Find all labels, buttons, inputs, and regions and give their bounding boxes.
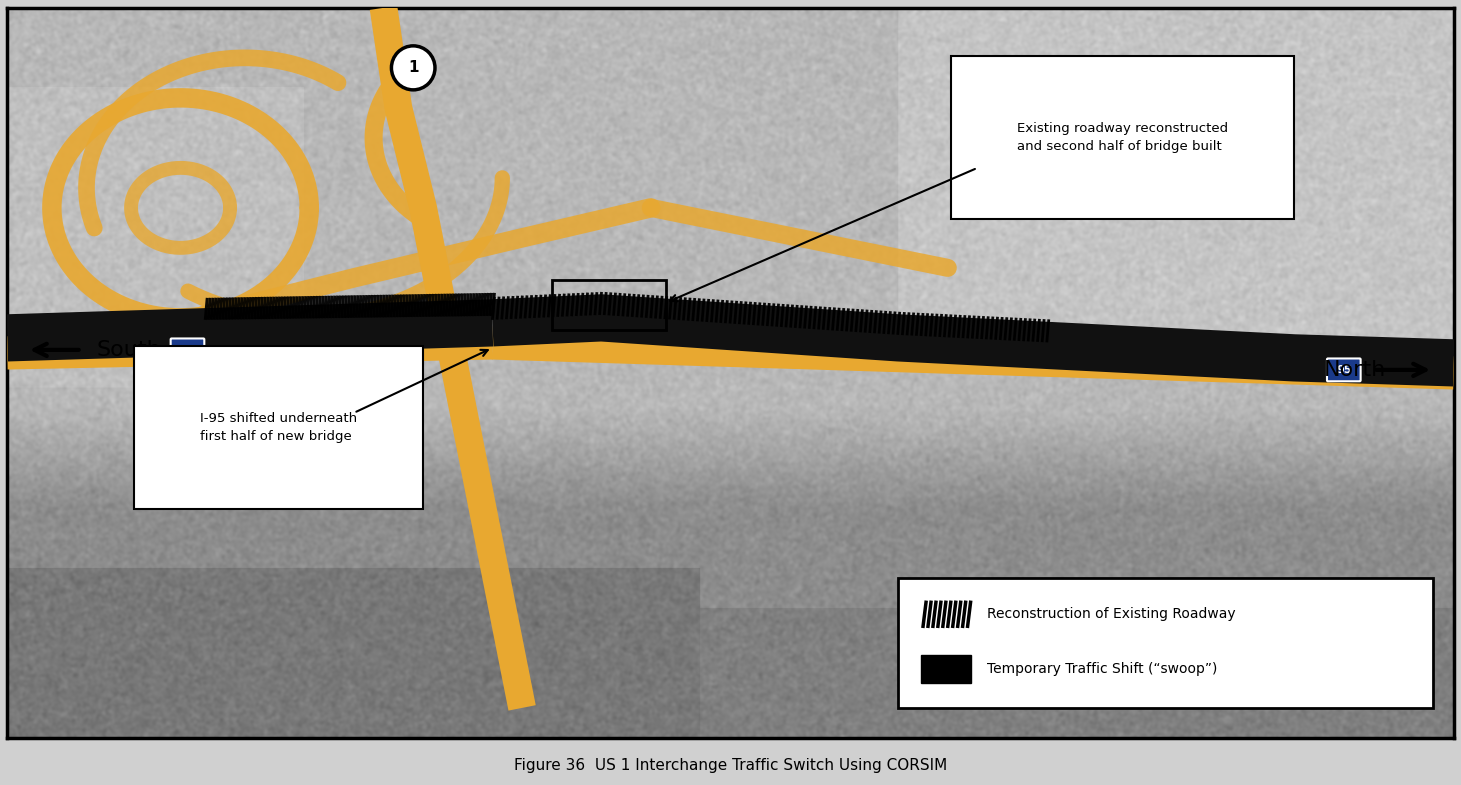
Bar	[552, 280, 666, 330]
Text: Existing roadway reconstructed
and second half of bridge built: Existing roadway reconstructed and secon…	[1017, 122, 1229, 153]
Text: Temporary Traffic Shift (“swoop”): Temporary Traffic Shift (“swoop”)	[988, 662, 1218, 676]
Text: 95: 95	[1335, 365, 1351, 375]
FancyBboxPatch shape	[171, 338, 205, 361]
Text: North: North	[1324, 360, 1386, 380]
Circle shape	[392, 46, 435, 89]
FancyBboxPatch shape	[1327, 359, 1360, 382]
Bar	[920, 655, 970, 683]
Text: Figure 36  US 1 Interchange Traffic Switch Using CORSIM: Figure 36 US 1 Interchange Traffic Switc…	[514, 758, 947, 773]
Text: 1: 1	[408, 60, 418, 75]
Text: Reconstruction of Existing Roadway: Reconstruction of Existing Roadway	[988, 608, 1236, 621]
Text: I-95 shifted underneath
first half of new bridge: I-95 shifted underneath first half of ne…	[200, 412, 358, 444]
Bar	[899, 578, 1433, 708]
Text: 95: 95	[180, 345, 196, 355]
Text: South: South	[96, 340, 161, 360]
